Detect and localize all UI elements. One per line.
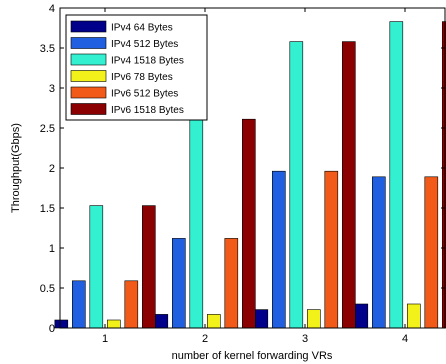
y-tick-label: 4 xyxy=(49,3,55,15)
bar-series-6-cat-4 xyxy=(441,21,446,329)
bar-series-4-cat-1 xyxy=(107,319,121,329)
y-tick-label: 0 xyxy=(49,323,55,335)
x-tick-label: 4 xyxy=(402,333,408,345)
legend-label: IPv4 64 Bytes xyxy=(111,23,173,34)
y-axis-label: Throughput(Gbps) xyxy=(10,123,22,213)
legend-box xyxy=(65,14,208,121)
bar-series-2-cat-1 xyxy=(72,280,86,329)
bar-series-1-cat-4 xyxy=(354,303,369,329)
bar-series-1-cat-3 xyxy=(254,309,269,329)
bar-series-3-cat-1 xyxy=(89,205,104,329)
bar-series-3-cat-2 xyxy=(189,118,204,329)
legend-label: IPv6 512 Bytes xyxy=(111,89,178,100)
y-axis-ticks: 0 0.5 1 1.5 2 2.5 3 3.5 4 xyxy=(40,3,445,335)
bar-series-3-cat-4 xyxy=(389,21,404,329)
bar-series-5-cat-3 xyxy=(324,170,339,329)
legend-swatch xyxy=(70,70,107,82)
y-tick-label: 3 xyxy=(49,83,55,95)
legend-swatch xyxy=(70,37,107,49)
bar-series-2-cat-4 xyxy=(371,176,386,329)
bar-series-5-cat-2 xyxy=(224,238,239,329)
legend-swatch xyxy=(70,53,107,66)
bars-layer xyxy=(54,21,446,329)
legend-swatch xyxy=(70,86,107,99)
bar-series-6-cat-2 xyxy=(242,118,256,329)
bar-series-3-cat-3 xyxy=(289,41,304,329)
y-tick-label: 3.5 xyxy=(40,43,55,55)
bar-series-2-cat-3 xyxy=(271,170,286,329)
y-tick-label: 2.5 xyxy=(40,123,55,135)
legend-label: IPv6 1518 Bytes xyxy=(111,105,184,116)
y-tick-label: 1 xyxy=(49,243,55,255)
bar-series-5-cat-1 xyxy=(124,280,139,329)
legend-label: IPv4 512 Bytes xyxy=(111,39,178,50)
bar-series-6-cat-1 xyxy=(142,205,156,329)
x-tick-label: 1 xyxy=(102,333,108,345)
y-tick-label: 1.5 xyxy=(40,203,55,215)
bar-series-4-cat-2 xyxy=(207,314,221,329)
bar-series-4-cat-3 xyxy=(306,309,321,329)
legend-label: IPv4 1518 Bytes xyxy=(111,56,184,67)
legend-swatch xyxy=(70,103,107,115)
x-tick-label: 2 xyxy=(202,333,208,345)
legend: IPv4 64 Bytes IPv4 512 Bytes IPv4 1518 Byt… xyxy=(65,14,208,121)
x-tick-label: 3 xyxy=(302,333,308,345)
bar-series-1-cat-1 xyxy=(54,319,69,329)
bar-series-5-cat-4 xyxy=(424,176,439,329)
bar-series-2-cat-2 xyxy=(172,238,186,329)
y-tick-label: 2 xyxy=(49,163,55,175)
x-axis-ticks: 1 2 3 4 xyxy=(102,8,408,345)
legend-label: IPv6 78 Bytes xyxy=(111,72,173,83)
bar-series-6-cat-3 xyxy=(341,41,356,329)
x-axis-label: number of kernel forwarding VRs xyxy=(172,350,333,362)
bar-series-4-cat-4 xyxy=(406,303,421,329)
legend-swatch xyxy=(70,20,107,33)
y-tick-label: 0.5 xyxy=(40,283,55,295)
bar-series-1-cat-2 xyxy=(154,314,169,329)
